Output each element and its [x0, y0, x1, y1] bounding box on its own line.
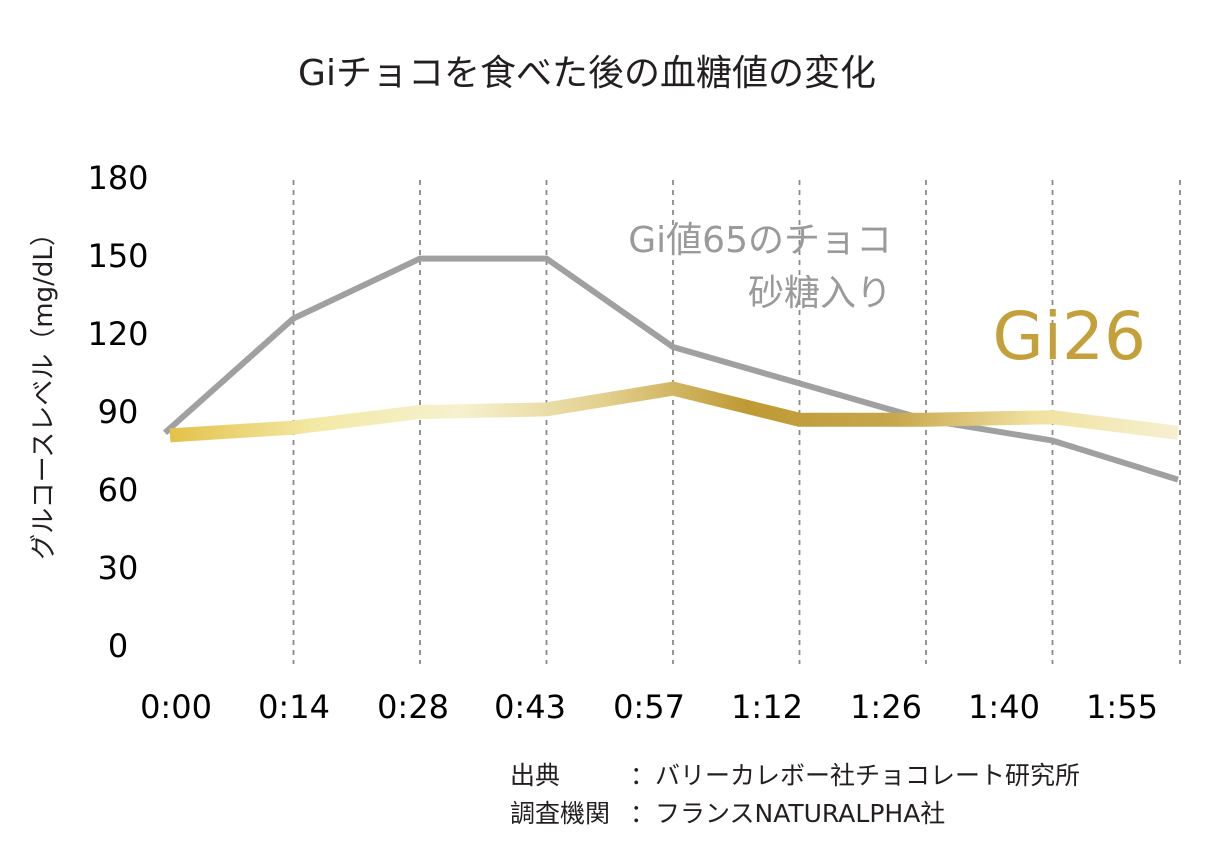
x-tick-label-0: 0:00: [140, 688, 212, 726]
y-tick-label-1: 150: [87, 237, 148, 275]
research-org-value: ：フランスNATURALPHA社: [630, 799, 945, 828]
series-layer: [163, 255, 1179, 483]
source-label: 出典: [510, 761, 560, 790]
x-tick-label-3: 0:43: [494, 688, 566, 726]
series-label-gi26: Gi26: [993, 298, 1146, 375]
source-value: ：バリーカレボー社チョコレート研究所: [630, 761, 1080, 790]
research-org-label: 調査機関: [510, 799, 610, 828]
x-tick-labels: 0:00 0:14 0:28 0:43 0:57 1:12 1:26 1:40 1:55: [140, 688, 1158, 726]
x-tick-label-8: 1:55: [1086, 688, 1158, 726]
x-tick-label-2: 0:28: [377, 688, 449, 726]
x-tick-label-6: 1:26: [850, 688, 922, 726]
series-line-gi26: [169, 381, 1179, 443]
y-tick-label-6: 0: [108, 627, 128, 665]
y-tick-label-2: 120: [87, 315, 148, 353]
x-tick-label-5: 1:12: [731, 688, 803, 726]
y-tick-label-4: 60: [98, 471, 139, 509]
y-tick-label-3: 90: [98, 393, 139, 431]
y-tick-label-0: 180: [87, 159, 148, 197]
series-label-gi65-line1: Gi値65のチョコ: [628, 220, 892, 261]
y-tick-labels: 180 150 120 90 60 30 0: [87, 159, 148, 665]
chart-title: Giチョコを食べた後の血糖値の変化: [298, 53, 876, 94]
series-line-gi65: [163, 255, 1179, 483]
y-tick-label-5: 30: [98, 549, 139, 587]
y-axis-label: グルコースレベル（mg/dL）: [29, 220, 59, 560]
x-tick-label-1: 0:14: [258, 688, 330, 726]
series-label-gi65-line2: 砂糖入り: [748, 273, 892, 314]
x-tick-label-4: 0:57: [613, 688, 685, 726]
x-tick-label-7: 1:40: [968, 688, 1040, 726]
